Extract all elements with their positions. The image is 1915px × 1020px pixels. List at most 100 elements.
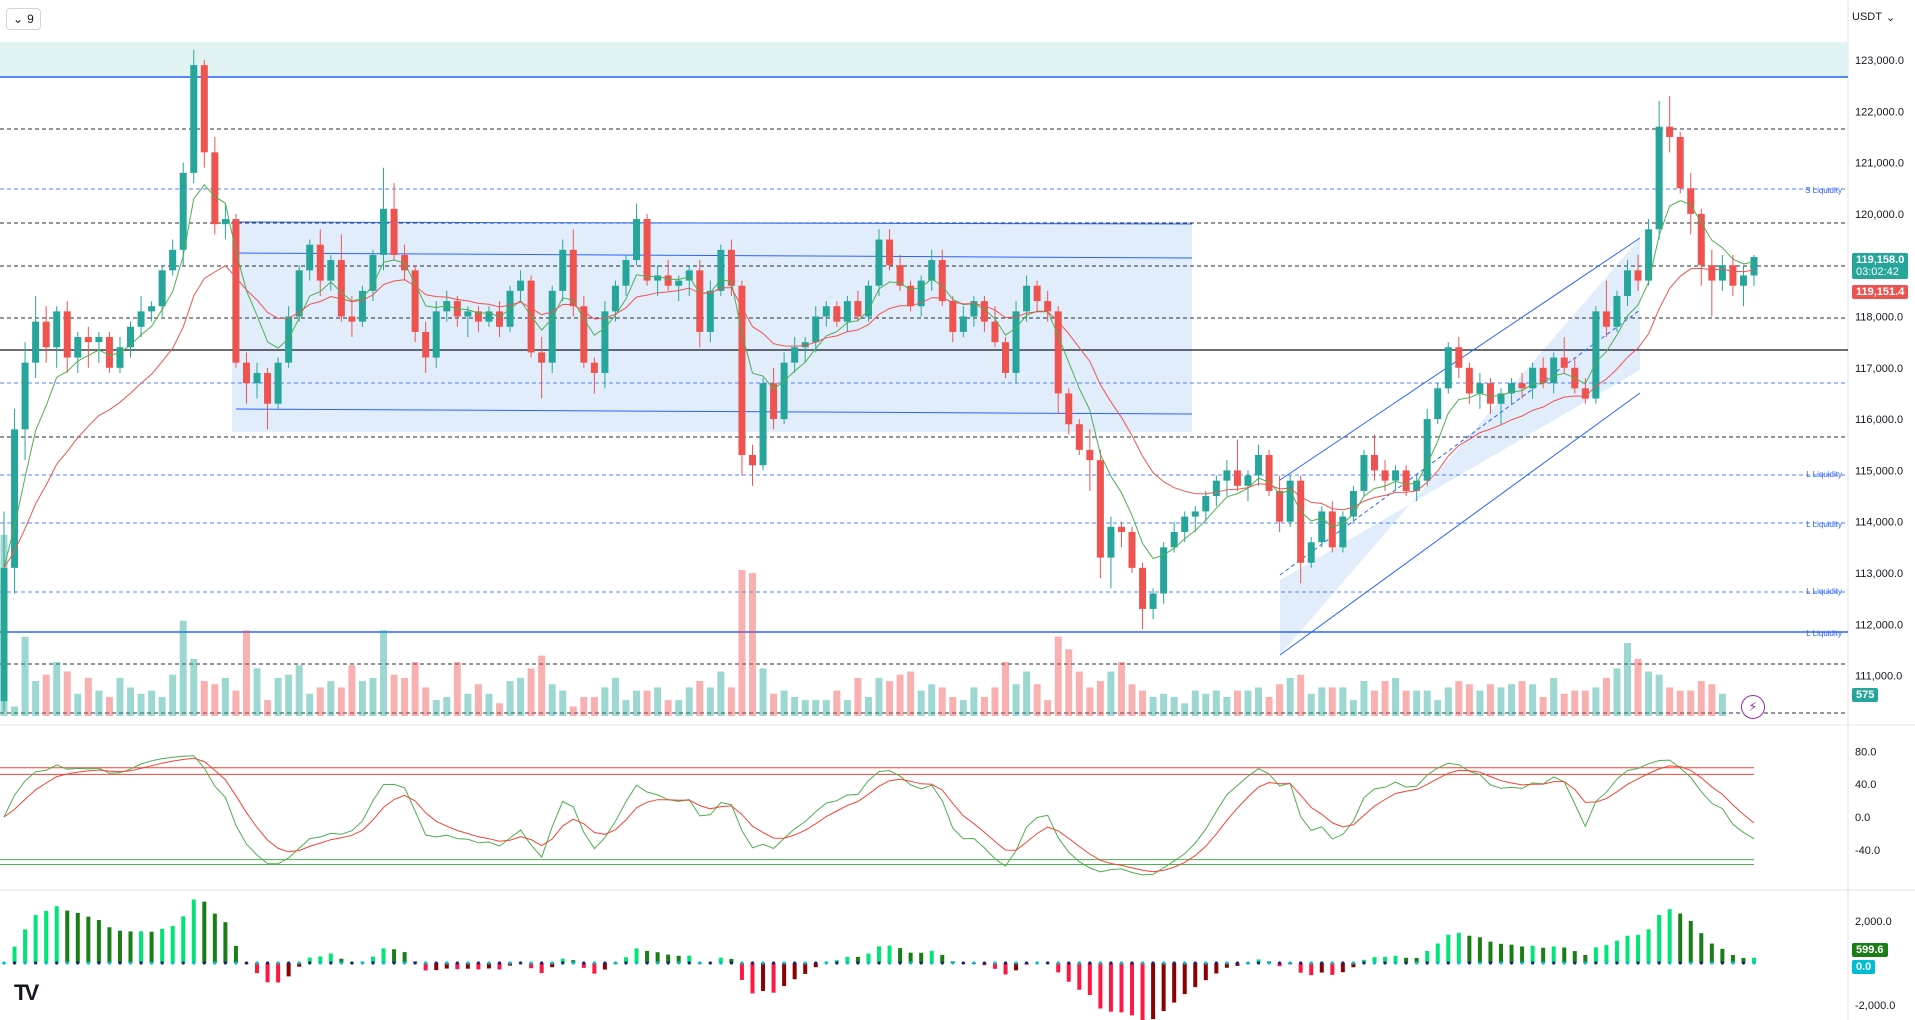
- volume-bar: [1044, 700, 1052, 716]
- histogram-zero-dot: [2, 961, 6, 965]
- candle-body: [706, 290, 714, 332]
- histogram-bar: [539, 963, 544, 974]
- volume-bar: [1370, 690, 1378, 716]
- volume-bar: [1096, 681, 1104, 716]
- histogram-zero-dot: [118, 961, 122, 965]
- volume-bar: [664, 700, 672, 716]
- flash-icon[interactable]: ⚡: [1741, 695, 1765, 719]
- currency-selector[interactable]: USDT ⌄: [1852, 6, 1895, 28]
- histogram-zero-dot: [835, 961, 839, 965]
- histogram-bar: [212, 913, 217, 963]
- candle-body: [1149, 593, 1157, 609]
- histogram-bar: [1530, 945, 1535, 963]
- volume-bar: [474, 684, 482, 716]
- histogram-bar: [1541, 947, 1546, 963]
- histogram-zero-dot: [666, 961, 670, 965]
- histogram-zero-dot: [1604, 961, 1609, 965]
- candle-body: [432, 311, 440, 358]
- volume-bar: [1486, 684, 1494, 716]
- volume-bar: [380, 630, 388, 716]
- histogram-zero-dot: [1731, 961, 1735, 965]
- candle-body: [1139, 567, 1147, 609]
- candle-body: [1128, 531, 1136, 568]
- histogram-bar: [1477, 937, 1482, 963]
- histogram-bar: [12, 946, 17, 963]
- histogram-zero-dot: [1309, 961, 1313, 965]
- histogram-zero-dot: [1404, 961, 1408, 965]
- histogram-zero-dot: [202, 961, 206, 965]
- candle-body: [864, 285, 872, 317]
- volume-bar: [116, 677, 124, 716]
- volume-bar: [32, 681, 40, 716]
- candle-body: [590, 362, 598, 373]
- volume-bar: [1128, 684, 1136, 716]
- candle-body: [190, 65, 198, 173]
- volume-bar: [654, 687, 662, 716]
- histogram-zero-dot: [1130, 961, 1134, 965]
- histogram-zero-dot: [1172, 961, 1176, 965]
- candle-body: [970, 301, 978, 317]
- candle-body: [738, 285, 746, 456]
- volume-bar: [443, 696, 451, 716]
- candle-body: [1729, 265, 1737, 286]
- candle-body: [1623, 270, 1631, 296]
- candle-body: [675, 280, 683, 286]
- histogram-zero-dot: [1699, 961, 1703, 965]
- price-tick-label: 118,000.0: [1855, 312, 1903, 324]
- candle-body: [485, 311, 493, 322]
- volume-bar: [327, 681, 335, 716]
- candle-body: [1255, 455, 1263, 476]
- volume-bar: [896, 674, 904, 716]
- histogram-bar: [592, 963, 597, 974]
- histogram-zero-dot: [1467, 961, 1471, 965]
- price-tick-label: 116,000.0: [1855, 414, 1903, 426]
- candle-body: [285, 316, 293, 363]
- candle-body: [1476, 383, 1484, 394]
- histogram-bar: [992, 963, 997, 969]
- volume-bar: [1212, 690, 1220, 716]
- volume-bar: [1223, 696, 1231, 716]
- histogram-zero-dot: [455, 961, 459, 965]
- histogram-zero-dot: [571, 961, 575, 965]
- candle-body: [1370, 455, 1378, 471]
- volume-bar: [1666, 687, 1674, 716]
- histogram-bar: [1520, 946, 1525, 963]
- histogram-zero-dot: [729, 961, 734, 965]
- candle-body: [1508, 383, 1516, 394]
- histogram-bar: [1383, 956, 1388, 963]
- candle-body: [348, 316, 356, 322]
- volume-bar: [1349, 700, 1357, 716]
- candle-body: [1592, 311, 1600, 399]
- volume-bar: [559, 690, 567, 716]
- candle-body: [664, 275, 672, 286]
- volume-bar: [1107, 671, 1115, 716]
- channel-zone: [1280, 238, 1640, 655]
- interval-button[interactable]: ⌄ 9: [6, 8, 41, 30]
- volume-bar: [1676, 690, 1684, 716]
- volume-bar: [485, 693, 493, 716]
- histogram-bar: [286, 963, 291, 977]
- candle-body: [1497, 393, 1505, 404]
- volume-bar: [11, 706, 19, 716]
- histogram-bar: [1446, 934, 1451, 963]
- histogram-bar: [718, 957, 723, 963]
- histogram-zero-dot: [244, 961, 249, 965]
- histogram-zero-dot: [403, 961, 407, 965]
- price-tick-label: 115,000.0: [1855, 465, 1903, 477]
- candle-body: [1349, 490, 1357, 517]
- candle-body: [232, 219, 240, 363]
- candle-body: [1455, 347, 1463, 368]
- histogram-bar: [297, 963, 302, 967]
- chevron-down-icon: ⌄: [13, 12, 24, 26]
- candle-body: [538, 352, 546, 363]
- volume-bar: [759, 668, 767, 716]
- histogram-zero-dot: [1351, 961, 1355, 965]
- histogram-zero-dot: [44, 961, 48, 965]
- histogram-zero-dot: [497, 961, 502, 965]
- volume-bar: [706, 687, 714, 716]
- volume-bar: [1265, 696, 1273, 716]
- volume-bar: [105, 696, 113, 716]
- histogram-bar: [739, 963, 744, 980]
- histogram-zero-dot: [160, 961, 164, 965]
